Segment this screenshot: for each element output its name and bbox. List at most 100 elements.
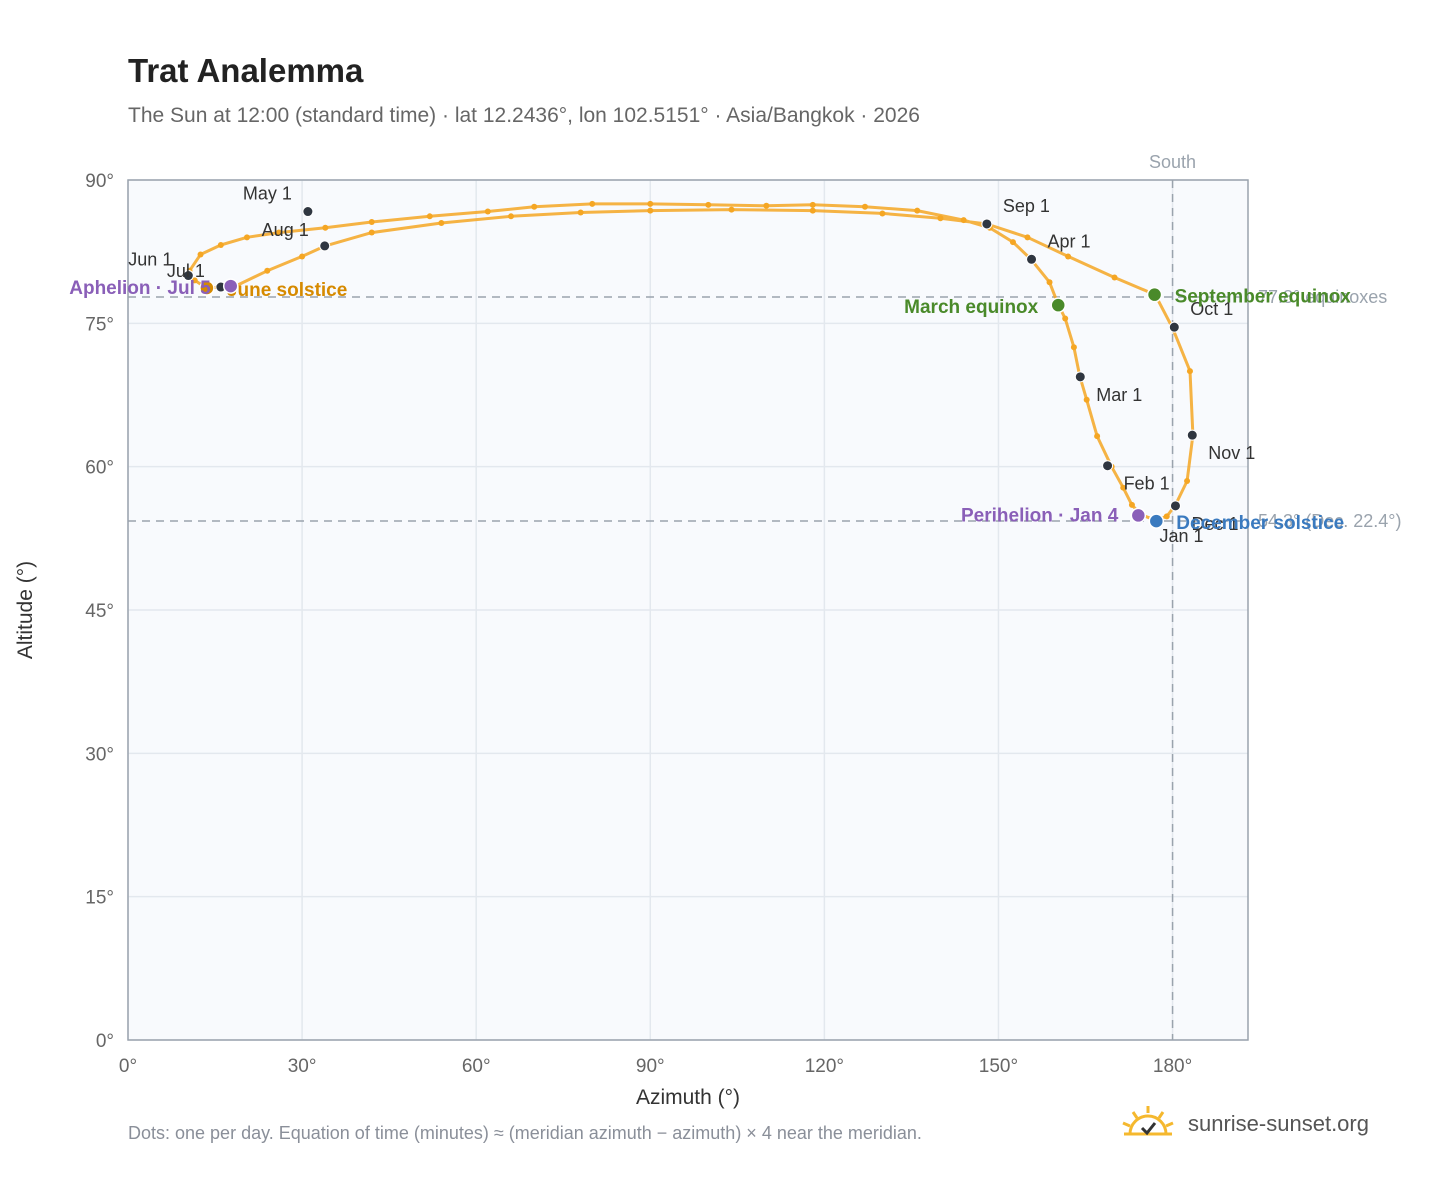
daily-dot <box>1062 315 1069 322</box>
daily-dot <box>861 203 868 210</box>
month-label: May 1 <box>243 184 292 204</box>
daily-dot <box>1046 279 1053 286</box>
daily-dot <box>647 200 654 207</box>
month-label: Jul 1 <box>167 261 205 281</box>
daily-dot <box>937 215 944 222</box>
x-tick-label: 60° <box>462 1056 491 1077</box>
month-marker <box>182 270 194 282</box>
month-label: Sep 1 <box>1003 196 1050 216</box>
month-marker <box>1168 321 1180 333</box>
daily-dot <box>299 253 306 260</box>
daily-dot <box>438 220 445 226</box>
y-tick-label: 75° <box>85 314 114 335</box>
daily-dot <box>728 206 735 213</box>
event-marker <box>199 280 215 296</box>
daily-dot <box>914 207 921 214</box>
daily-dot <box>1186 368 1193 375</box>
daily-dot <box>243 234 250 241</box>
event-markers: March equinox September equinox June solst… <box>69 278 1351 534</box>
month-label: Mar 1 <box>1096 385 1142 405</box>
month-label: Nov 1 <box>1208 443 1255 463</box>
daily-dot <box>484 208 491 215</box>
daily-dot <box>368 219 375 226</box>
brand-name: sunrise-sunset.org <box>1188 1111 1369 1136</box>
reference-label: 77.8° equinoxes <box>1258 287 1387 307</box>
month-label: Aug 1 <box>262 220 309 240</box>
daily-dot <box>197 251 204 258</box>
daily-dot <box>217 241 224 248</box>
y-tick-label: 30° <box>85 744 114 765</box>
daily-dot <box>322 224 329 231</box>
chart-subtitle: The Sun at 12:00 (standard time) · lat 1… <box>128 104 920 127</box>
daily-dot <box>1111 274 1118 281</box>
daily-dot <box>531 203 538 210</box>
event-label: December solstice <box>1176 513 1344 534</box>
event-marker <box>1146 286 1163 303</box>
x-tick-label: 150° <box>979 1056 1018 1077</box>
month-label: Oct 1 <box>1190 299 1233 319</box>
event-marker <box>1148 513 1165 529</box>
daily-dot <box>879 210 886 217</box>
footnote: Dots: one per day. Equation of time (min… <box>128 1123 922 1143</box>
daily-dot <box>191 277 198 284</box>
month-label: Jun 1 <box>128 250 172 270</box>
daily-dot <box>647 207 654 214</box>
daily-dot <box>1024 234 1031 241</box>
month-marker <box>1074 371 1086 383</box>
daily-dot <box>1128 501 1135 508</box>
event-label: Aphelion · Jul 5 <box>69 278 211 299</box>
daily-dot <box>1065 253 1072 260</box>
daily-dot <box>275 229 282 236</box>
plot-frame <box>127 179 1249 1041</box>
month-label: Jan 1 <box>1159 526 1203 546</box>
daily-dot <box>1163 513 1170 520</box>
event-marker <box>1050 297 1066 313</box>
daily-dot <box>1070 344 1077 351</box>
month-marker <box>1169 500 1181 512</box>
sun-logo-icon <box>1122 1106 1174 1136</box>
x-tick-label: 120° <box>805 1056 844 1077</box>
reference-label: South <box>1149 152 1196 172</box>
month-marker <box>319 240 331 252</box>
daily-dot <box>368 229 375 236</box>
daily-dot <box>589 200 596 207</box>
daily-dot <box>577 209 584 216</box>
daily-dot <box>426 213 433 220</box>
x-tick-label: 180° <box>1153 1056 1192 1077</box>
event-label: March equinox <box>904 297 1039 318</box>
axes: 0° 30° 60° 90° 120° 150° 180° 0° 15° 30° 45° 60° 75°… <box>14 171 1249 1109</box>
month-marker <box>302 206 314 218</box>
brand[interactable]: sunrise-sunset.org <box>1120 1102 1369 1146</box>
daily-dot <box>1094 433 1101 440</box>
daily-dot <box>705 201 712 208</box>
x-tick-label: 30° <box>288 1056 317 1077</box>
chart-title: Trat Analemma <box>128 52 364 89</box>
y-tick-label: 0° <box>96 1031 114 1052</box>
month-label: Dec 1 <box>1191 514 1238 534</box>
x-tick-label: 0° <box>119 1056 137 1077</box>
event-label: Perihelion · Jan 4 <box>961 505 1119 526</box>
month-marker <box>981 218 993 230</box>
month-label: Feb 1 <box>1124 474 1170 494</box>
event-label: September equinox <box>1175 287 1352 308</box>
y-tick-label: 60° <box>85 458 114 479</box>
month-marker <box>1026 253 1038 265</box>
daily-dot <box>264 267 271 274</box>
x-tick-label: 90° <box>636 1056 665 1077</box>
daily-dot <box>508 213 515 220</box>
y-tick-label: 45° <box>85 601 114 622</box>
y-tick-label: 15° <box>85 888 114 909</box>
event-marker <box>1130 507 1147 524</box>
event-label: June solstice <box>227 280 347 301</box>
daily-dot <box>1083 396 1090 403</box>
month-label: Apr 1 <box>1048 231 1091 251</box>
y-tick-label: 90° <box>85 171 114 192</box>
event-marker <box>222 278 239 294</box>
x-axis-label: Azimuth (°) <box>636 1086 740 1109</box>
reference-label: 54.3° (Dec. 22.4°) <box>1258 511 1401 531</box>
daily-dot <box>1120 484 1127 491</box>
daily-dot <box>809 201 816 208</box>
